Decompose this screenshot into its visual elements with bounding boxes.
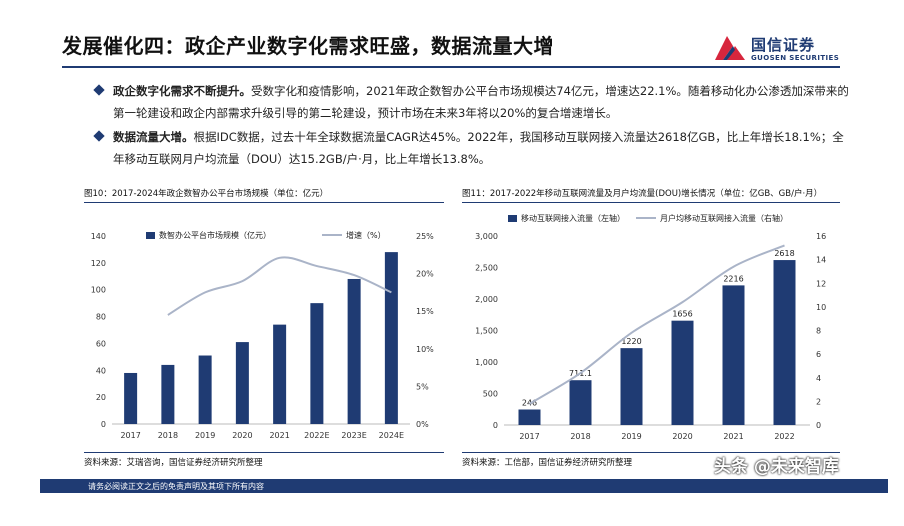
right-axis-tick-label: 15%: [416, 307, 434, 316]
logo-name-cn: 国信证券: [751, 36, 816, 54]
left-axis-tick-label: 60: [96, 339, 106, 348]
bar-data-label: 1220: [621, 337, 641, 346]
bullet-item: 数据流量大增。根据IDC数据，过去十年全球数据流量CAGR达45%。2022年，…: [93, 126, 855, 170]
left-axis-tick-label: 2,000: [475, 295, 498, 304]
figure11-bottom-rule: [462, 452, 840, 453]
legend-line-label: 月户均移动互联网接入流量（右轴）: [660, 213, 788, 223]
left-axis-tick-label: 2,500: [475, 264, 498, 273]
x-axis-tick-label: 2017: [519, 432, 539, 441]
right-axis-tick-label: 20%: [416, 270, 434, 279]
x-axis-tick-label: 2021: [723, 432, 743, 441]
x-axis-tick-label: 2018: [158, 431, 178, 440]
figure11-caption: 图11：2017-2022年移动互联网流量及月户均流量(DOU)增长情况（单位：…: [462, 189, 823, 199]
bullet-item: 政企数字化需求不断提升。受数字化和疫情影响，2021年政企数智办公平台市场规模达…: [93, 80, 855, 124]
bar: [235, 342, 249, 424]
left-axis-tick-label: 20: [96, 393, 106, 402]
title-divider: [62, 66, 840, 68]
right-axis-tick-label: 6: [816, 350, 821, 359]
logo-mark-icon: [715, 36, 745, 60]
bar: [569, 380, 592, 425]
left-axis-tick-label: 120: [91, 259, 106, 268]
legend-bar-swatch: [146, 232, 155, 239]
figure10-caption: 图10：2017-2024年政企数智办公平台市场规模（单位：亿元）: [84, 189, 329, 199]
bullet-list: 政企数字化需求不断提升。受数字化和疫情影响，2021年政企数智办公平台市场规模达…: [93, 80, 855, 170]
right-axis-tick-label: 5%: [416, 382, 429, 391]
right-axis-tick-label: 12: [816, 279, 826, 288]
bar: [773, 260, 796, 425]
legend-bar-label: 数智办公平台市场规模（亿元）: [159, 230, 271, 240]
bar: [273, 324, 287, 424]
series-line: [167, 256, 392, 316]
left-axis-tick-label: 1,500: [475, 327, 498, 336]
bar: [722, 285, 745, 425]
chart-mobile-traffic: 0 500 1,000 1,500 2,000 2,500 3,000 0 2 4 6 8 10 12 14…: [475, 213, 826, 441]
bar-data-label: 2618: [774, 249, 794, 258]
right-axis-tick-label: 14: [816, 256, 826, 265]
chart-market-size: 0 20 40 60 80 100 120 140 0% 5% 10% 15% 20% 25% 2017 20…: [91, 230, 434, 440]
legend-bar-label: 移动互联网接入流量（左轴）: [521, 213, 625, 223]
page-title: 发展催化四：政企产业数字化需求旺盛，数据流量大增: [62, 34, 554, 58]
figure10-top-rule: [84, 202, 444, 203]
bar: [518, 409, 541, 425]
legend-line-label: 增速（%）: [346, 230, 386, 240]
right-axis-tick-label: 2: [816, 397, 821, 406]
bar: [620, 348, 643, 425]
right-axis-tick-label: 10%: [416, 345, 434, 354]
left-axis-tick-label: 0: [493, 421, 498, 430]
left-axis-tick-label: 1,000: [475, 358, 498, 367]
bar: [384, 252, 398, 424]
right-axis-tick-label: 4: [816, 374, 821, 383]
bullet-text: 受数字化和疫情影响，2021年政企数智办公平台市场规模达74亿元，增速达22.1…: [113, 84, 849, 120]
left-axis-tick-label: 80: [96, 313, 106, 322]
x-axis-tick-label: 2017: [120, 431, 140, 440]
x-axis-tick-label: 2019: [195, 431, 215, 440]
right-axis-tick-label: 10: [816, 303, 826, 312]
bullet-heading: 数据流量大增。: [113, 130, 194, 144]
left-axis-tick-label: 100: [91, 286, 106, 295]
x-axis-tick-label: 2023E: [341, 431, 366, 440]
bullet-heading: 政企数字化需求不断提升。: [113, 84, 251, 98]
left-axis-tick-label: 0: [101, 420, 106, 429]
bar: [310, 303, 324, 424]
bullet-text: 根据IDC数据，过去十年全球数据流量CAGR达45%。2022年，我国移动互联网…: [113, 130, 844, 166]
series-line: [528, 244, 785, 405]
right-axis-tick-label: 0: [816, 421, 821, 430]
bar: [198, 355, 212, 424]
right-axis-tick-label: 25%: [416, 232, 434, 241]
left-axis-tick-label: 500: [483, 390, 498, 399]
watermark-text: 头条 @未来智库: [714, 457, 839, 477]
x-axis-tick-label: 2024E: [379, 431, 404, 440]
right-axis-tick-label: 8: [816, 327, 821, 336]
bar-data-label: 2216: [723, 274, 743, 283]
x-axis-tick-label: 2020: [232, 431, 252, 440]
figure10-bottom-rule: [84, 452, 444, 453]
bar: [124, 372, 138, 424]
footer-bar: [40, 479, 888, 493]
left-axis-tick-label: 3,000: [475, 232, 498, 241]
right-axis-tick-label: 0%: [416, 420, 429, 429]
x-axis-tick-label: 2021: [269, 431, 289, 440]
figure11-top-rule: [462, 202, 840, 203]
figure11-source: 资料来源：工信部，国信证券经济研究所整理: [462, 458, 633, 468]
footer-disclaimer: 请务必阅读正文之后的免责声明及其项下所有内容: [88, 482, 264, 491]
x-axis-tick-label: 2018: [570, 432, 590, 441]
figure10-source: 资料来源：艾瑞咨询，国信证券经济研究所整理: [84, 458, 263, 468]
x-axis-tick-label: 2022: [774, 432, 794, 441]
x-axis-tick-label: 2019: [621, 432, 641, 441]
x-axis-tick-label: 2020: [672, 432, 692, 441]
diamond-bullet-icon: [93, 84, 105, 96]
bar: [347, 278, 361, 424]
left-axis-tick-label: 140: [91, 232, 106, 241]
right-axis-tick-label: 16: [816, 232, 826, 241]
legend-bar-swatch: [508, 215, 517, 222]
logo-name-en: GUOSEN SECURITIES: [751, 54, 840, 62]
bar-data-label: 1656: [672, 310, 692, 319]
diamond-bullet-icon: [93, 130, 105, 142]
x-axis-tick-label: 2022E: [304, 431, 329, 440]
bar: [161, 364, 175, 424]
company-logo: 国信证券 GUOSEN SECURITIES: [713, 30, 863, 70]
bar: [671, 320, 694, 425]
left-axis-tick-label: 40: [96, 366, 106, 375]
